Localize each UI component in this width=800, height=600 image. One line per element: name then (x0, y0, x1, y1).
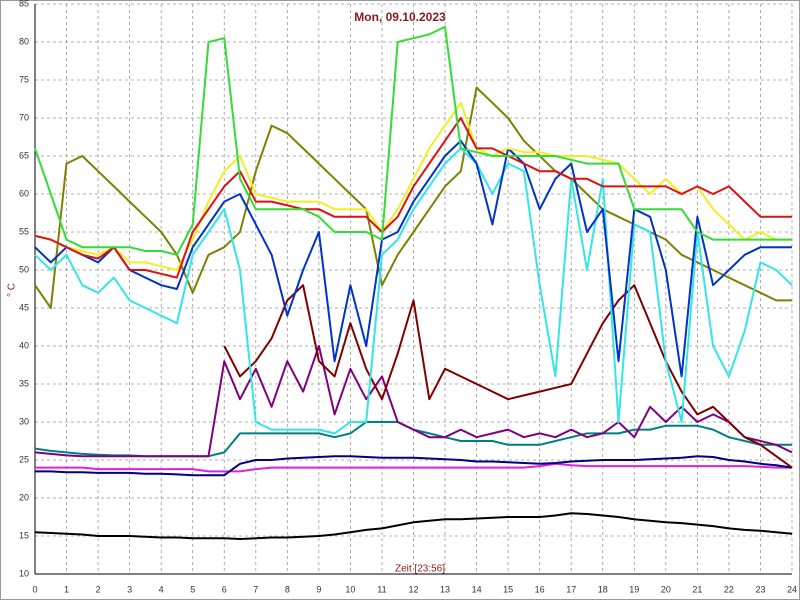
series-line (223, 284, 793, 469)
x-tick-label: 11 (377, 584, 386, 594)
y-tick-label: 40 (19, 340, 29, 350)
y-tick-label: 20 (19, 492, 29, 502)
x-tick-label: 14 (472, 584, 482, 594)
series-line (34, 139, 792, 378)
x-tick-label: 2 (96, 584, 101, 594)
series-line (34, 117, 792, 279)
series-line (34, 147, 793, 435)
x-tick-label: 20 (661, 584, 671, 594)
y-tick-label: 45 (19, 302, 29, 312)
x-tick-label: 5 (190, 584, 195, 594)
y-tick-label: 30 (19, 416, 29, 426)
x-tick-label: 12 (408, 584, 418, 594)
series-line (35, 462, 792, 473)
x-tick-label: 18 (598, 584, 608, 594)
x-axis-label: Zeit [23:56] (395, 564, 445, 575)
x-tick-label: 3 (127, 584, 132, 594)
x-tick-label: 10 (345, 584, 355, 594)
x-tick-label: 4 (159, 584, 164, 594)
y-tick-label: 70 (19, 112, 29, 122)
y-tick-label: 75 (19, 74, 29, 84)
y-tick-label: 50 (19, 264, 29, 274)
x-tick-label: 7 (253, 584, 258, 594)
series-line (34, 345, 793, 458)
y-tick-label: 15 (19, 530, 29, 540)
y-tick-label: 10 (19, 568, 29, 578)
x-tick-label: 22 (724, 584, 734, 594)
x-tick-label: 8 (285, 584, 290, 594)
y-tick-label: 60 (19, 188, 29, 198)
chart-title: Mon, 09.10.2023 (354, 10, 446, 24)
x-tick-label: 19 (629, 584, 639, 594)
x-tick-label: 23 (755, 584, 765, 594)
y-tick-label: 85 (19, 0, 29, 8)
x-tick-label: 16 (535, 584, 545, 594)
x-tick-label: 1 (64, 584, 69, 594)
x-tick-label: 15 (503, 584, 513, 594)
x-tick-label: 0 (32, 584, 37, 594)
series-line (34, 25, 792, 256)
y-tick-label: 35 (19, 378, 29, 388)
series-line (34, 101, 792, 271)
series-line (34, 86, 792, 309)
x-tick-label: 9 (316, 584, 321, 594)
x-tick-label: 17 (566, 584, 576, 594)
x-tick-label: 24 (787, 584, 797, 594)
y-tick-label: 25 (19, 454, 29, 464)
y-tick-label: 55 (19, 226, 29, 236)
y-tick-label: 65 (19, 150, 29, 160)
series-line (35, 455, 793, 477)
x-tick-label: 6 (222, 584, 227, 594)
y-tick-label: 80 (19, 36, 29, 46)
series-line (34, 512, 793, 540)
x-tick-label: 21 (692, 584, 702, 594)
y-axis-label: ° C (7, 283, 18, 297)
x-tick-label: 13 (440, 584, 450, 594)
